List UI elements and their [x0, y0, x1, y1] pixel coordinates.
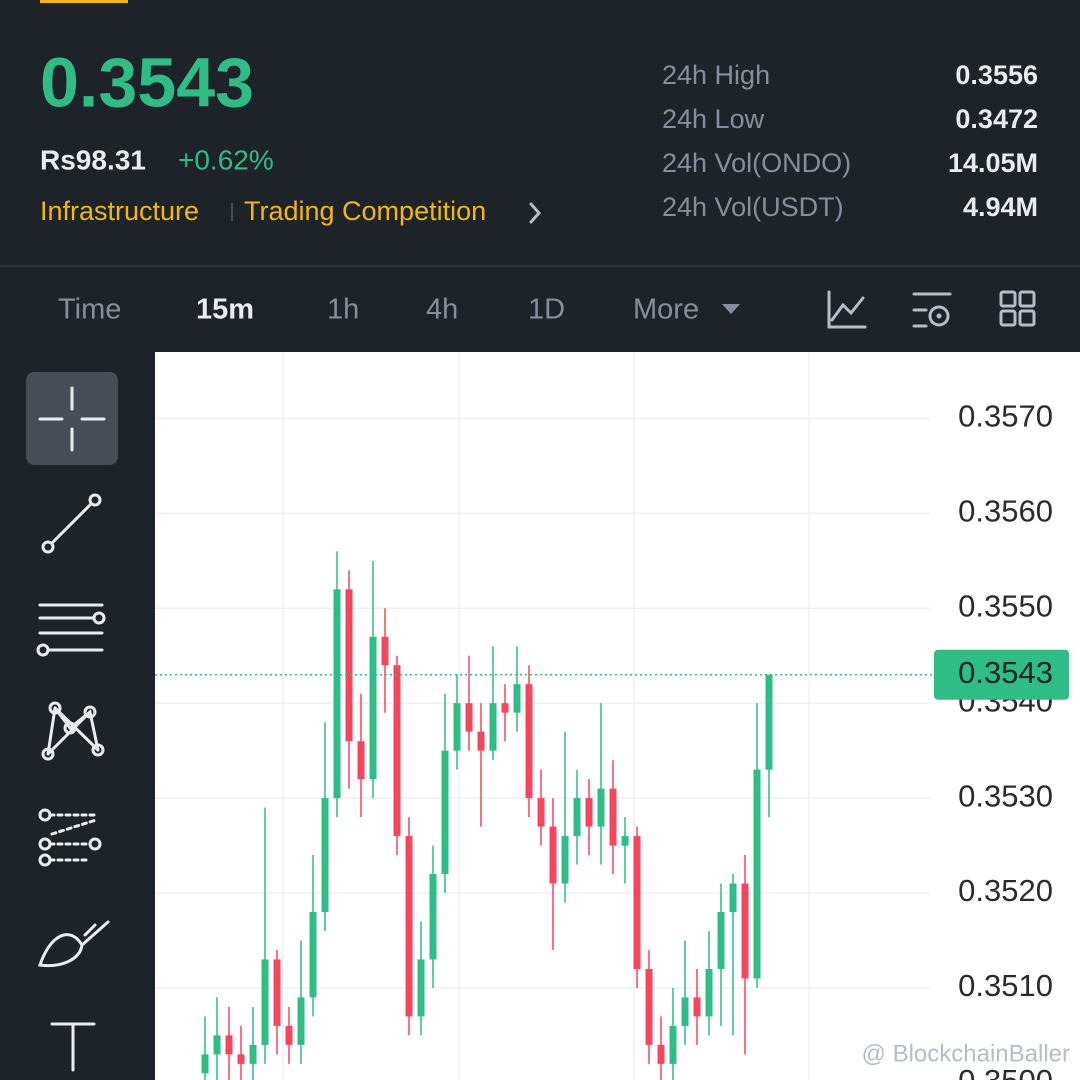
toolbar	[0, 352, 155, 1080]
tag[interactable]: Trading Competition	[244, 196, 486, 226]
chart-area	[155, 352, 1080, 1080]
candle-body	[741, 883, 749, 979]
y-tick-label: 0.3500	[958, 1063, 1053, 1080]
stats: 24h High 0.3556 24h Low 0.3472 24h Vol(ONDO)…	[662, 60, 1038, 222]
candle-body	[429, 874, 437, 960]
candle-body	[405, 836, 413, 1017]
stat-label: 24h Low	[662, 104, 765, 134]
parallel-tool[interactable]	[36, 603, 106, 657]
candle-body	[441, 750, 449, 875]
crosshair-tool[interactable]	[26, 372, 118, 465]
candle-body	[549, 826, 557, 884]
stat-value: 14.05M	[948, 148, 1038, 178]
fib-tool[interactable]	[38, 808, 102, 867]
candle-body	[489, 703, 497, 751]
candle-body	[285, 1025, 293, 1045]
candle-body	[621, 836, 629, 846]
candle-body	[609, 788, 617, 846]
line-tool[interactable]	[41, 493, 102, 554]
candle-body	[729, 883, 737, 912]
candle-body	[297, 997, 305, 1045]
tab[interactable]: 4h	[426, 294, 458, 326]
chevron[interactable]	[529, 202, 542, 224]
plot: 0.35700.35600.35500.35400.35300.35200.35…	[155, 399, 1069, 1080]
stat-value: 0.3472	[955, 104, 1038, 134]
candle-body	[597, 788, 605, 827]
candle-body	[261, 959, 269, 1045]
candle-body	[213, 1035, 221, 1055]
y-tick-label: 0.3510	[958, 968, 1053, 1003]
stat-value: 4.94M	[963, 192, 1038, 222]
candle-body	[201, 1054, 209, 1074]
candle-body	[345, 589, 353, 742]
stat-label: 24h Vol(USDT)	[662, 192, 844, 222]
y-tick-label: 0.3560	[958, 494, 1053, 529]
last-price: 0.3543	[40, 43, 254, 121]
candle-body	[393, 665, 401, 837]
price-change: +0.62%	[178, 144, 274, 175]
candle-body	[237, 1054, 245, 1064]
candle-body	[573, 798, 581, 837]
candle-body	[273, 959, 281, 1026]
candle-body	[369, 636, 377, 780]
candle-body	[753, 769, 761, 979]
indicator-icon[interactable]	[912, 292, 952, 328]
layout-icon[interactable]	[999, 290, 1036, 327]
candle-body	[381, 636, 389, 666]
active-indicator	[40, 0, 128, 3]
candle-body	[633, 836, 641, 969]
candle-body	[681, 997, 689, 1026]
candle-body	[705, 968, 713, 1017]
candle-body	[657, 1044, 665, 1064]
tab[interactable]: Time	[58, 294, 121, 326]
tab[interactable]: 1D	[528, 294, 565, 326]
candle-body	[333, 589, 341, 799]
last-price-label: 0.3543	[958, 655, 1053, 690]
fiat-price: Rs98.31	[40, 144, 146, 175]
candle-body	[537, 798, 545, 827]
y-tick-label: 0.3550	[958, 588, 1053, 623]
tab[interactable]: More	[633, 294, 699, 326]
tab[interactable]: 1h	[327, 294, 359, 326]
candle-body	[249, 1044, 257, 1064]
watermark: @ BlockchainBaller	[862, 1040, 1070, 1067]
candle-body	[501, 703, 509, 713]
candle-body	[465, 703, 473, 732]
candle-body	[309, 912, 317, 998]
tag[interactable]: Infrastructure	[40, 196, 199, 226]
stat-value: 0.3556	[955, 60, 1038, 90]
tab[interactable]: 15m	[196, 294, 254, 326]
candle-body	[525, 684, 533, 799]
candle-body	[645, 968, 653, 1045]
interval-tabs: Time 15m 1h 4h 1D More	[58, 294, 699, 326]
candle-body	[225, 1035, 233, 1055]
candle-body	[693, 997, 701, 1017]
stat-label: 24h High	[662, 60, 770, 90]
dropdown-arrow[interactable]	[722, 304, 740, 314]
candle-body	[765, 674, 773, 770]
candle-body	[561, 836, 569, 884]
text-tool[interactable]	[50, 1022, 96, 1072]
y-tick-label: 0.3570	[958, 399, 1053, 434]
candle-body	[717, 912, 725, 969]
candle-body	[669, 1025, 677, 1064]
y-tick-label: 0.3530	[958, 778, 1053, 813]
crosshair-icon	[38, 386, 106, 452]
chart-type-icon[interactable]	[827, 290, 867, 329]
candle-body	[585, 798, 593, 827]
last-price-badge	[934, 649, 1069, 700]
candle-body	[477, 731, 485, 751]
brush-tool[interactable]	[38, 920, 110, 968]
candle-body	[357, 741, 365, 780]
y-tick-label: 0.3520	[958, 873, 1053, 908]
candle-body	[453, 703, 461, 751]
candle-body	[321, 798, 329, 912]
candle-body	[513, 684, 521, 713]
candle-body	[417, 959, 425, 1017]
pattern-tool[interactable]	[41, 701, 105, 761]
stat-label: 24h Vol(ONDO)	[662, 148, 851, 178]
